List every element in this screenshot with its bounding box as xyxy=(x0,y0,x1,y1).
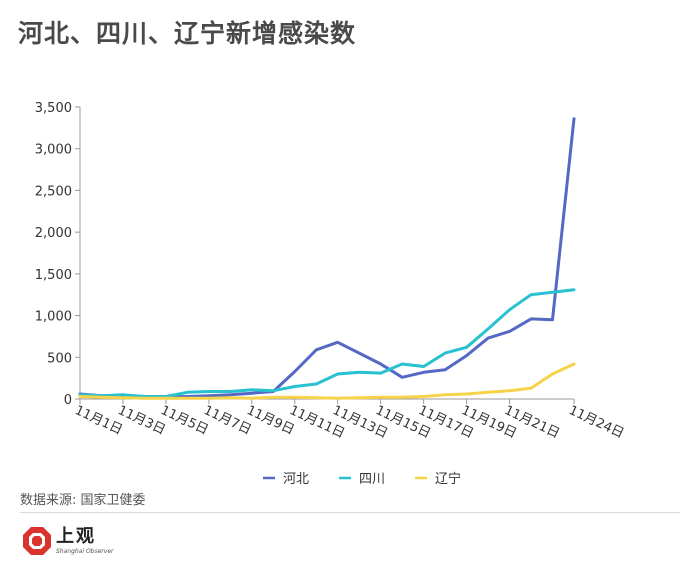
brand-subtitle: Shanghai Observer xyxy=(56,547,114,555)
brand-logo-block: 上观 Shanghai Observer xyxy=(22,526,113,556)
series-line-辽宁 xyxy=(78,362,576,400)
footer-divider xyxy=(20,512,680,513)
y-tick-label: 2,500 xyxy=(35,184,72,199)
y-tick-label: 2,000 xyxy=(35,226,72,241)
shanghai-observer-logo-icon xyxy=(23,527,51,555)
x-tick-label: 11月3日 xyxy=(115,403,167,438)
y-tick-label: 0 xyxy=(64,393,72,408)
y-tick-label: 500 xyxy=(47,351,72,366)
legend-label-河北: 河北 xyxy=(283,472,309,487)
y-tick-label: 3,000 xyxy=(35,143,72,158)
x-tick-label: 11月9日 xyxy=(244,403,296,438)
y-tick-label: 1,500 xyxy=(35,268,72,283)
brand-name: 上观 xyxy=(56,525,96,547)
series-line-四川 xyxy=(78,288,576,398)
chart-title: 河北、四川、辽宁新增感染数 xyxy=(18,19,357,48)
data-source-note: 数据来源: 国家卫健委 xyxy=(20,493,146,508)
legend-label-四川: 四川 xyxy=(359,472,385,487)
x-tick-label: 11月7日 xyxy=(201,403,253,438)
x-tick-label: 11月24日 xyxy=(566,403,626,442)
legend-label-辽宁: 辽宁 xyxy=(435,471,461,487)
y-tick-label: 1,000 xyxy=(35,310,72,325)
x-tick-label: 11月5日 xyxy=(158,403,210,438)
x-tick-label: 11月1日 xyxy=(72,403,124,438)
line-chart: 05001,0001,5002,0002,5003,0003,50011月1日1… xyxy=(35,101,626,487)
y-tick-label: 3,500 xyxy=(35,101,72,116)
series-line-河北 xyxy=(78,117,576,399)
